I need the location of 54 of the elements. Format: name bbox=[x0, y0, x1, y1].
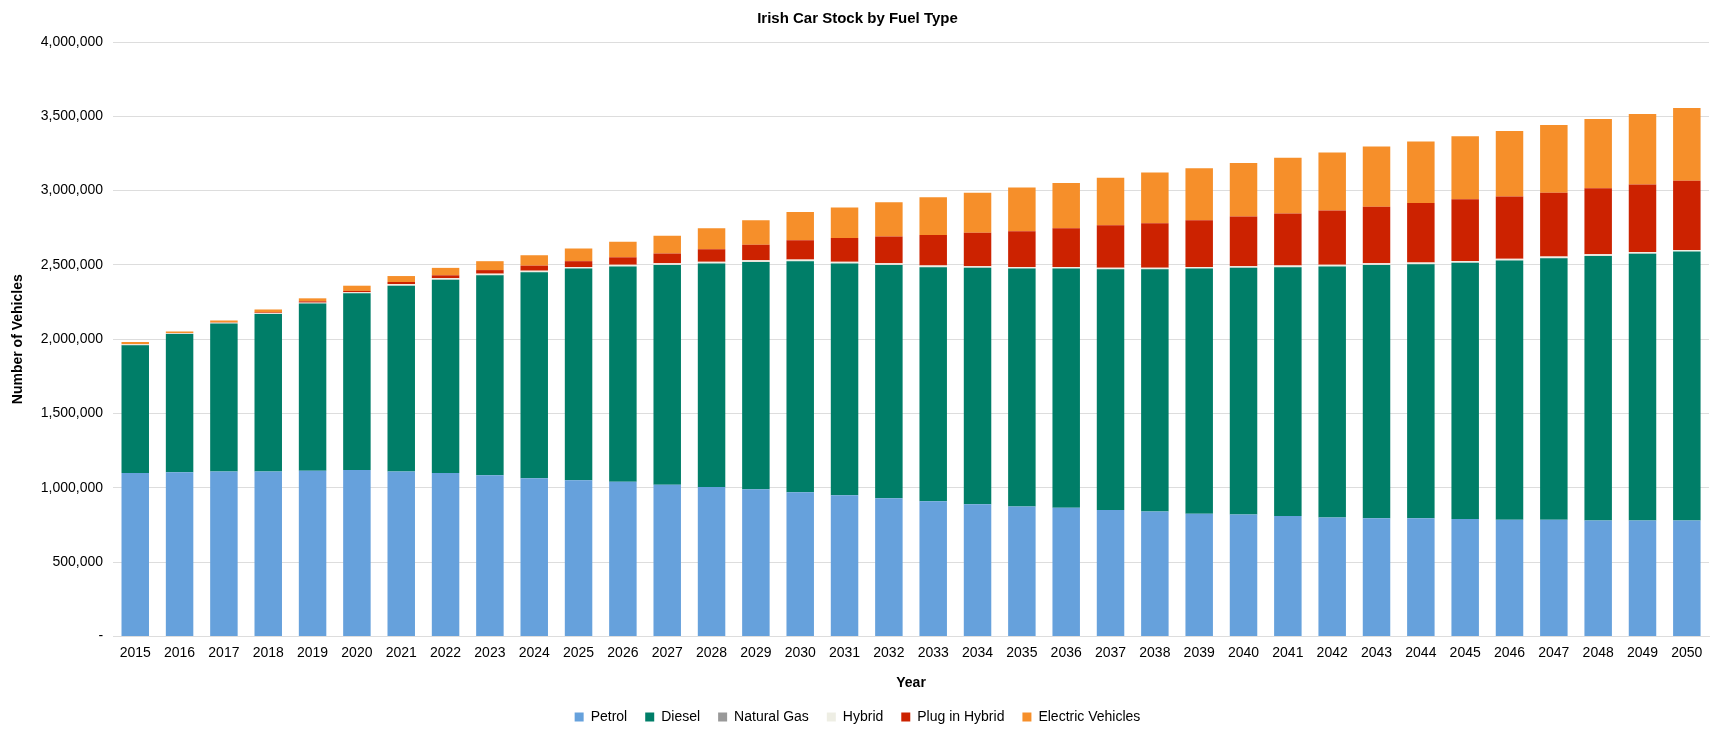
x-tick-label: 2028 bbox=[695, 643, 728, 660]
x-tick-label: 2023 bbox=[474, 643, 506, 660]
x-tick-label: 2025 bbox=[562, 643, 595, 660]
x-tick-label: 2035 bbox=[1006, 643, 1038, 660]
x-tick-label: 2031 bbox=[828, 643, 861, 660]
x-tick-label: 2015 bbox=[119, 643, 152, 660]
y-axis-title: Number of Vehicles bbox=[9, 274, 26, 405]
x-tick-label: 2016 bbox=[164, 643, 196, 660]
x-tick-label: 2037 bbox=[1094, 643, 1127, 660]
x-tick-label: 2042 bbox=[1316, 643, 1348, 660]
x-tick-label: 2021 bbox=[385, 643, 418, 660]
x-tick-label: 2027 bbox=[651, 643, 683, 660]
y-tick-label: 3,000,000 bbox=[40, 181, 104, 198]
x-tick-label: 2019 bbox=[296, 643, 329, 660]
legend-label: Petrol bbox=[590, 707, 628, 724]
x-tick-label: 2046 bbox=[1493, 643, 1526, 660]
x-tick-label: 2024 bbox=[518, 643, 551, 660]
x-tick-label: 2032 bbox=[873, 643, 905, 660]
legend-label: Plug in Hybrid bbox=[917, 707, 1005, 724]
y-tick-label: 2,500,000 bbox=[40, 255, 104, 272]
x-tick-label: 2030 bbox=[784, 643, 816, 660]
x-tick-label: 2044 bbox=[1405, 643, 1437, 660]
x-tick-label: 2038 bbox=[1139, 643, 1171, 660]
y-tick-label: 4,000,000 bbox=[40, 32, 104, 49]
x-tick-label: 2047 bbox=[1538, 643, 1570, 660]
x-tick-label: 2043 bbox=[1360, 643, 1393, 660]
x-tick-label: 2020 bbox=[341, 643, 373, 660]
x-tick-label: 2050 bbox=[1671, 643, 1703, 660]
x-tick-label: 2018 bbox=[252, 643, 285, 660]
x-tick-label: 2029 bbox=[740, 643, 772, 660]
y-tick-label: 1,500,000 bbox=[40, 404, 104, 421]
legend-label: Hybrid bbox=[842, 707, 884, 724]
x-tick-label: 2049 bbox=[1626, 643, 1659, 660]
x-tick-label: 2033 bbox=[917, 643, 949, 660]
x-tick-label: 2048 bbox=[1582, 643, 1614, 660]
x-tick-label: 2017 bbox=[208, 643, 240, 660]
x-tick-label: 2026 bbox=[607, 643, 639, 660]
x-tick-label: 2040 bbox=[1227, 643, 1260, 660]
y-tick-label: - bbox=[98, 627, 104, 644]
y-tick-label: 500,000 bbox=[52, 552, 104, 569]
x-tick-label: 2034 bbox=[961, 643, 994, 660]
legend-label: Diesel bbox=[661, 707, 701, 724]
y-tick-label: 2,000,000 bbox=[40, 330, 104, 347]
legend-label: Natural Gas bbox=[734, 707, 809, 724]
legend-label: Electric Vehicles bbox=[1038, 707, 1141, 724]
x-tick-label: 2036 bbox=[1050, 643, 1082, 660]
x-tick-label: 2039 bbox=[1183, 643, 1215, 660]
x-axis-title: Year bbox=[896, 674, 927, 691]
x-tick-label: 2041 bbox=[1272, 643, 1304, 660]
x-tick-label: 2045 bbox=[1449, 643, 1481, 660]
x-tick-label: 2022 bbox=[429, 643, 462, 660]
y-tick-label: 3,500,000 bbox=[40, 107, 104, 124]
chart-title: Irish Car Stock by Fuel Type bbox=[757, 9, 958, 27]
y-tick-label: 1,000,000 bbox=[40, 478, 104, 495]
